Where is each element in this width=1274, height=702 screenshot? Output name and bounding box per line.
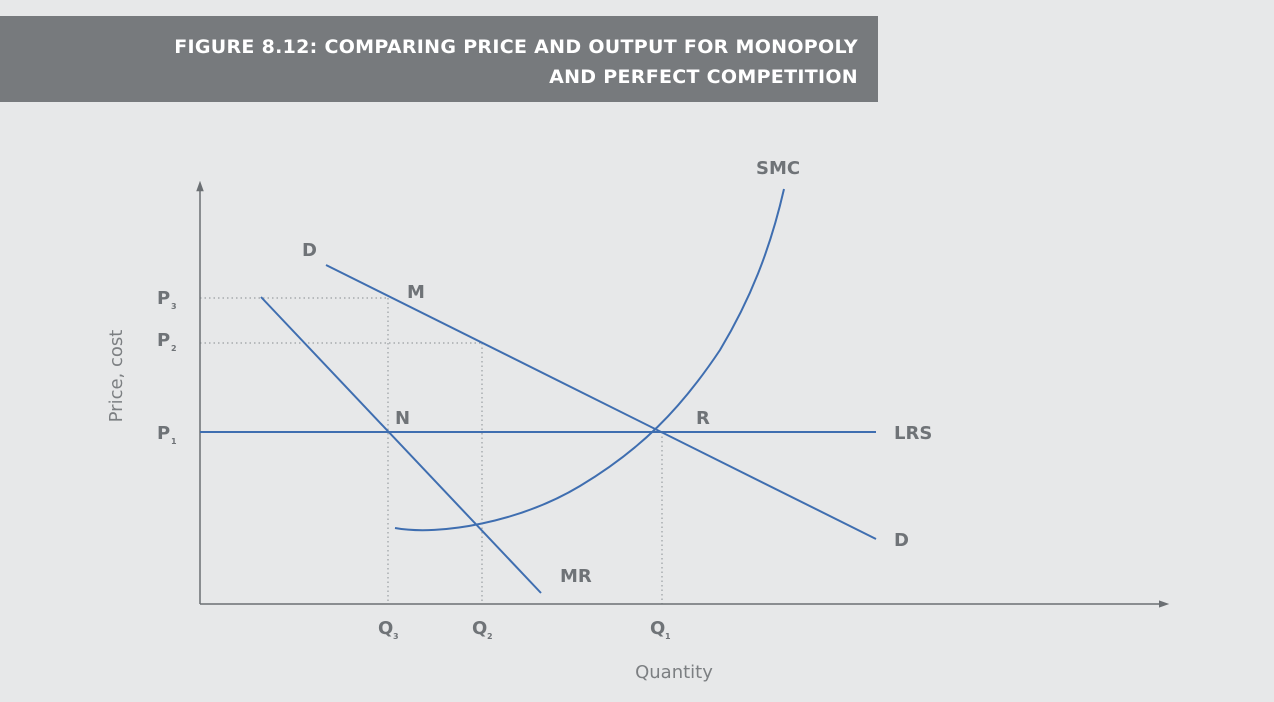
q2-tick-sub: 2 (487, 632, 493, 641)
y-axis-title: Price, cost (106, 330, 127, 423)
q3-tick-sub: 3 (393, 632, 399, 641)
point-n-label: N (395, 408, 410, 429)
smc-label: SMC (756, 158, 800, 179)
point-r-label: R (696, 408, 710, 429)
p1-tick-sub: 1 (171, 437, 177, 446)
p2-tick-label: P (157, 330, 170, 351)
lrs-label: LRS (894, 423, 932, 444)
demand-label-top: D (302, 240, 317, 261)
figure-title-banner: FIGURE 8.12: COMPARING PRICE AND OUTPUT … (0, 16, 878, 102)
mr-label: MR (560, 566, 592, 587)
p3-tick-sub: 3 (171, 302, 177, 311)
point-m-label: M (407, 282, 425, 303)
demand-label-bottom: D (894, 530, 909, 551)
q2-tick-label: Q (472, 618, 487, 639)
figure-title-line-2: AND PERFECT COMPETITION (549, 66, 858, 88)
demand-curve (325, 264, 877, 540)
q1-tick-sub: 1 (665, 632, 671, 641)
p1-tick-label: P (157, 423, 170, 444)
p2-tick-sub: 2 (171, 344, 177, 353)
mr-curve (260, 296, 542, 594)
x-axis-title: Quantity (635, 662, 713, 683)
q1-tick-label: Q (650, 618, 665, 639)
smc-curve (394, 188, 785, 532)
p3-tick-label: P (157, 288, 170, 309)
figure-title-line-1: FIGURE 8.12: COMPARING PRICE AND OUTPUT … (174, 36, 858, 58)
q3-tick-label: Q (378, 618, 393, 639)
